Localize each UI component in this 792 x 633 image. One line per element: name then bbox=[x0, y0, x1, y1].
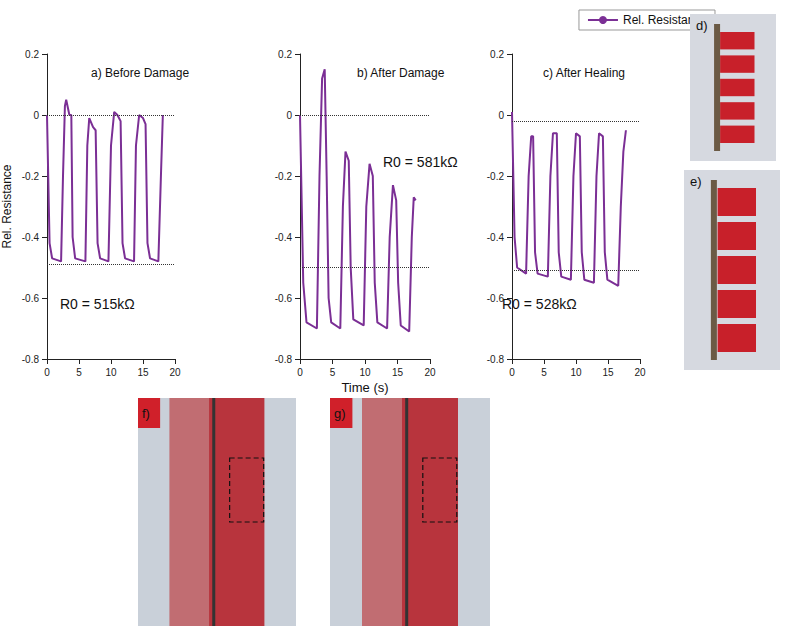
svg-text:-0.8: -0.8 bbox=[487, 354, 505, 365]
svg-text:0: 0 bbox=[297, 367, 303, 378]
svg-text:-0.4: -0.4 bbox=[22, 232, 40, 243]
svg-text:15: 15 bbox=[602, 367, 614, 378]
svg-text:5: 5 bbox=[541, 367, 547, 378]
svg-text:-0.2: -0.2 bbox=[22, 171, 40, 182]
svg-text:10: 10 bbox=[105, 367, 117, 378]
svg-text:5: 5 bbox=[76, 367, 82, 378]
svg-text:Rel. Resistance: Rel. Resistance bbox=[0, 164, 14, 248]
svg-text:-0.2: -0.2 bbox=[487, 171, 505, 182]
svg-text:-0.8: -0.8 bbox=[22, 354, 40, 365]
svg-text:0.2: 0.2 bbox=[25, 49, 39, 60]
svg-text:R0 = 515kΩ: R0 = 515kΩ bbox=[60, 296, 135, 312]
svg-text:-0.6: -0.6 bbox=[275, 293, 293, 304]
svg-text:20: 20 bbox=[634, 367, 646, 378]
svg-text:0.2: 0.2 bbox=[490, 49, 504, 60]
svg-text:b) After Damage: b) After Damage bbox=[357, 66, 445, 80]
svg-text:-0.8: -0.8 bbox=[275, 354, 293, 365]
svg-text:15: 15 bbox=[137, 367, 149, 378]
svg-text:10: 10 bbox=[570, 367, 582, 378]
svg-text:0: 0 bbox=[286, 110, 292, 121]
svg-text:a) Before Damage: a) Before Damage bbox=[91, 66, 189, 80]
svg-text:5: 5 bbox=[330, 367, 336, 378]
svg-text:15: 15 bbox=[392, 367, 404, 378]
svg-text:Time (s): Time (s) bbox=[341, 380, 388, 395]
svg-text:0: 0 bbox=[498, 110, 504, 121]
svg-text:-0.4: -0.4 bbox=[275, 232, 293, 243]
svg-text:0: 0 bbox=[44, 367, 50, 378]
svg-text:0: 0 bbox=[33, 110, 39, 121]
svg-text:-0.2: -0.2 bbox=[275, 171, 293, 182]
svg-text:20: 20 bbox=[424, 367, 436, 378]
svg-text:c) After Healing: c) After Healing bbox=[543, 66, 625, 80]
svg-text:-0.6: -0.6 bbox=[22, 293, 40, 304]
svg-text:0.2: 0.2 bbox=[278, 49, 292, 60]
svg-text:10: 10 bbox=[359, 367, 371, 378]
svg-text:-0.4: -0.4 bbox=[487, 232, 505, 243]
svg-text:20: 20 bbox=[169, 367, 181, 378]
svg-text:0: 0 bbox=[509, 367, 515, 378]
svg-text:R0 = 581kΩ: R0 = 581kΩ bbox=[383, 154, 458, 170]
svg-text:R0 = 528kΩ: R0 = 528kΩ bbox=[502, 296, 577, 312]
